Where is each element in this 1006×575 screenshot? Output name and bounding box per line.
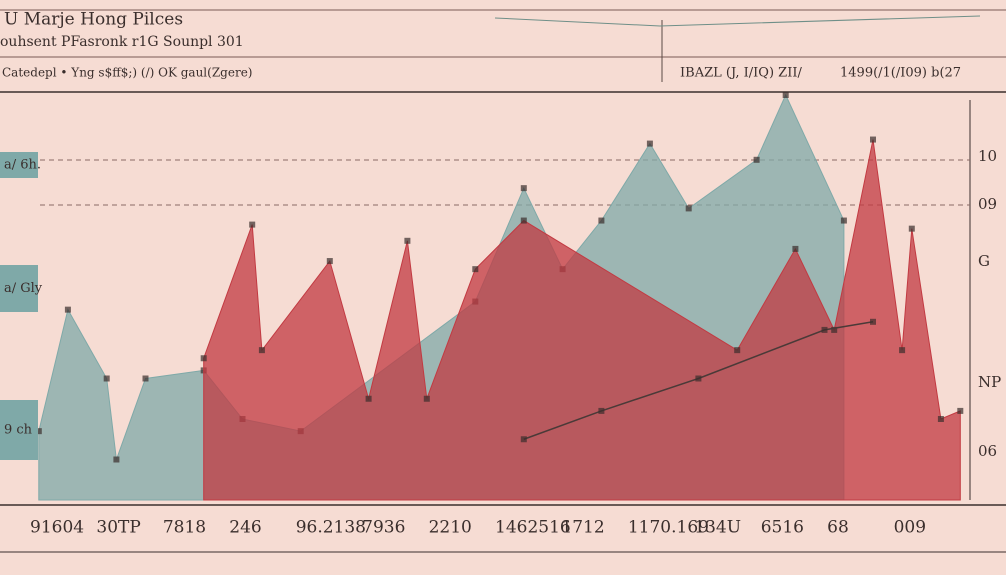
- side-label: 9 ch: [4, 423, 33, 438]
- sparkline: [494, 15, 981, 27]
- right-label: 09: [978, 195, 997, 213]
- point-marker: [792, 245, 799, 252]
- point-marker: [113, 456, 120, 463]
- point-marker: [734, 347, 741, 354]
- point-marker: [64, 306, 71, 313]
- point-marker: [753, 156, 760, 163]
- x-label: 7818: [163, 518, 206, 538]
- point-marker: [520, 436, 527, 443]
- point-marker: [870, 318, 876, 325]
- point-marker: [957, 407, 964, 414]
- point-marker: [782, 92, 789, 98]
- point-marker: [200, 355, 207, 362]
- x-label: 30TP: [96, 518, 140, 538]
- point-marker: [520, 185, 527, 192]
- point-marker: [908, 225, 915, 232]
- point-marker: [937, 416, 944, 422]
- point-marker: [142, 375, 149, 382]
- point-marker: [404, 237, 411, 244]
- header-text: IBAZL (J, I/IQ) ZII/: [680, 66, 802, 81]
- x-label: 009: [894, 518, 926, 538]
- chart-title: U Marje Hong Pilces: [4, 10, 183, 30]
- point-marker: [35, 428, 42, 435]
- label-box: [0, 265, 38, 312]
- right-label: 06: [978, 442, 997, 460]
- label-box: [0, 400, 38, 460]
- x-label: 6516: [761, 518, 804, 538]
- right-label: NP: [978, 373, 1001, 391]
- side-label: a/ Gly: [4, 281, 43, 296]
- header-text: 1499(/1(/I09) b(27: [840, 66, 961, 81]
- point-marker: [840, 217, 847, 224]
- point-marker: [103, 375, 110, 382]
- x-label: 7936: [362, 518, 405, 538]
- chart-subtitle: ouhsent PFasronk r1G Sounpl 301: [0, 34, 244, 50]
- x-label: 91604: [30, 518, 84, 538]
- point-marker: [472, 266, 479, 273]
- x-label: 1712: [561, 518, 604, 538]
- x-label: 246: [229, 518, 261, 538]
- point-marker: [821, 326, 828, 333]
- x-label: 134U: [694, 518, 741, 538]
- point-marker: [831, 326, 838, 333]
- label-box: [0, 152, 38, 178]
- point-marker: [695, 375, 702, 382]
- x-label: 1462516: [495, 518, 571, 538]
- point-marker: [423, 395, 430, 402]
- point-marker: [365, 395, 372, 402]
- point-marker: [646, 140, 653, 147]
- right-label: 10: [978, 147, 997, 165]
- point-marker: [520, 217, 527, 224]
- point-marker: [598, 217, 605, 224]
- point-marker: [870, 136, 876, 143]
- point-marker: [899, 347, 906, 354]
- right-label: G: [978, 252, 990, 270]
- point-marker: [326, 258, 333, 265]
- x-label: 68: [827, 518, 849, 538]
- point-marker: [598, 407, 605, 414]
- series-area: [203, 139, 961, 501]
- x-label: 1170.169: [628, 518, 709, 538]
- point-marker: [685, 205, 692, 212]
- x-label: 2210: [429, 518, 472, 538]
- point-marker: [249, 221, 256, 228]
- side-label: a/ 6h.: [4, 158, 41, 173]
- x-label: 96.2138: [296, 518, 366, 538]
- point-marker: [258, 347, 265, 354]
- legend-text: Catedepl • Yng s$ff$;) (/) OK gaul(Zgere…: [2, 66, 252, 80]
